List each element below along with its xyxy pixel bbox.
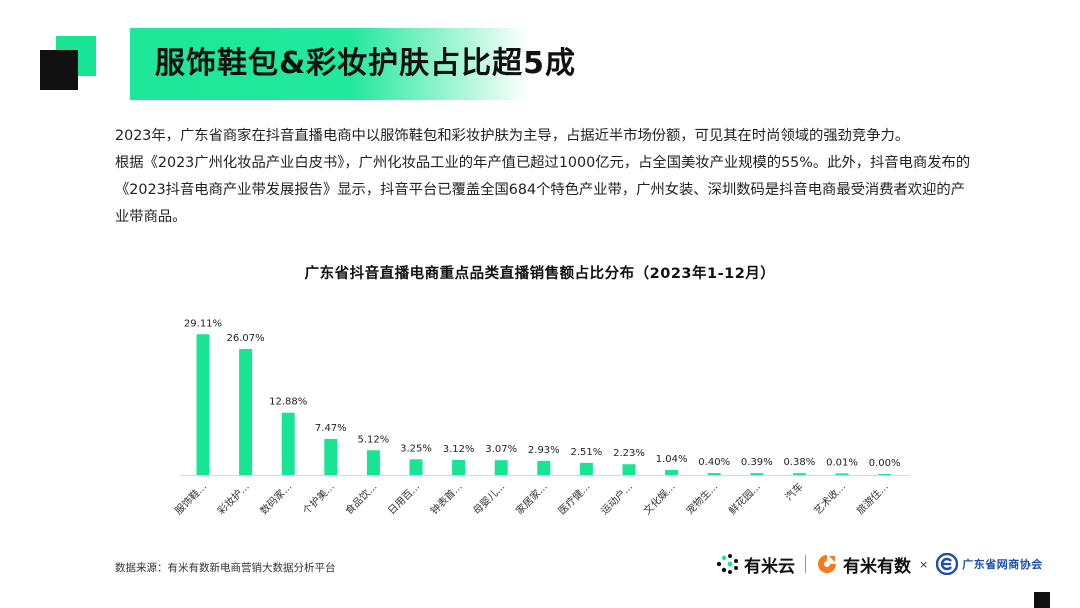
intro-paragraph-1: 2023年，广东省商家在抖音直播电商中以服饰鞋包和彩妆护肤为主导，占据近半市场份… xyxy=(115,128,910,144)
logo-separator xyxy=(805,555,806,573)
times-sign: × xyxy=(919,557,929,571)
category-label: 鲜花园... xyxy=(726,480,763,517)
category-label: 文化娱... xyxy=(641,480,678,517)
bar-14 xyxy=(792,473,806,475)
orange-swirl-icon xyxy=(818,555,836,573)
category-label: 钟表首... xyxy=(428,480,465,517)
category-label: 个护美... xyxy=(300,480,337,517)
bar-value-label: 2.23% xyxy=(613,448,645,459)
bar-6 xyxy=(452,459,466,475)
bar-2 xyxy=(281,412,295,475)
bar-12 xyxy=(707,473,721,475)
intro-paragraph-2: 根据《2023广州化妆品产业白皮书》，广州化妆品工业的年产值已超过1000亿元，… xyxy=(115,155,971,225)
bar-value-label: 12.88% xyxy=(269,397,307,408)
bar-value-label: 0.38% xyxy=(784,457,816,468)
logo-youmiyun: 有米云 xyxy=(744,556,795,577)
bar-13 xyxy=(750,473,764,475)
title-band xyxy=(130,28,530,100)
bar-value-label: 1.04% xyxy=(656,454,688,465)
category-label: 艺术收... xyxy=(811,480,848,517)
bar-5 xyxy=(409,459,423,475)
category-label: 数码家... xyxy=(257,480,294,517)
bar-3 xyxy=(324,438,338,475)
data-source: 数据来源：有米有数新电商营销大数据分析平台 xyxy=(115,562,336,574)
category-label: 食品饮... xyxy=(342,480,379,517)
bar-value-label: 5.12% xyxy=(358,434,390,445)
footer-logos: 有米云 有米有数 × 广东省网商协会 xyxy=(715,550,1043,578)
bar-value-label: 3.12% xyxy=(443,444,475,455)
bar-value-label: 3.25% xyxy=(400,443,432,454)
bar-16 xyxy=(878,474,892,475)
category-label: 彩妆护... xyxy=(215,480,252,517)
bar-chart: 29.11% 服饰鞋... 26.07% 彩妆护... 12.88% 数码家... 7.47… xyxy=(172,318,910,517)
corner-bottom-square xyxy=(1034,592,1050,608)
category-label: 日用百... xyxy=(386,481,422,517)
bar-11 xyxy=(665,469,679,475)
bar-value-label: 26.07% xyxy=(227,333,265,344)
blue-e-icon xyxy=(936,553,959,575)
bar-15 xyxy=(835,473,849,475)
bar-8 xyxy=(537,460,551,475)
category-label: 旅游住... xyxy=(854,480,891,517)
bar-4 xyxy=(366,450,380,475)
bar-9 xyxy=(579,462,593,475)
bar-value-label: 0.39% xyxy=(741,457,773,468)
bar-value-label: 3.07% xyxy=(485,444,517,455)
bar-value-label: 0.00% xyxy=(869,458,901,469)
intro-text: 2023年，广东省商家在抖音直播电商中以服饰鞋包和彩妆护肤为主导，占据近半市场份… xyxy=(115,123,975,231)
bar-10 xyxy=(622,464,636,475)
category-label: 家居家... xyxy=(513,480,550,517)
bar-value-label: 0.01% xyxy=(826,457,858,468)
category-label: 运动户... xyxy=(598,480,635,517)
page-title: 服饰鞋包&彩妆护肤占比超5成 xyxy=(155,46,577,81)
chart-title: 广东省抖音直播电商重点品类直播销售额占比分布（2023年1-12月） xyxy=(304,266,776,282)
category-label: 汽车 xyxy=(782,480,805,503)
category-label: 宠物生... xyxy=(683,480,720,517)
bar-1 xyxy=(239,348,253,475)
bar-0 xyxy=(196,334,210,475)
bar-value-label: 2.51% xyxy=(571,447,603,458)
bar-value-label: 7.47% xyxy=(315,423,347,434)
category-label: 母婴儿... xyxy=(471,481,507,517)
logo-association: 广东省网商协会 xyxy=(962,558,1043,571)
bar-value-label: 0.40% xyxy=(698,457,730,468)
category-label: 服饰鞋... xyxy=(172,480,209,517)
dotted-cloud-icon xyxy=(716,554,738,574)
bar-value-label: 29.11% xyxy=(184,318,222,329)
category-label: 医疗健... xyxy=(555,480,592,517)
bar-value-label: 2.93% xyxy=(528,445,560,456)
corner-dark-square xyxy=(40,50,78,90)
bar-7 xyxy=(494,460,508,475)
logo-youmiyoushu: 有米有数 xyxy=(843,556,911,577)
